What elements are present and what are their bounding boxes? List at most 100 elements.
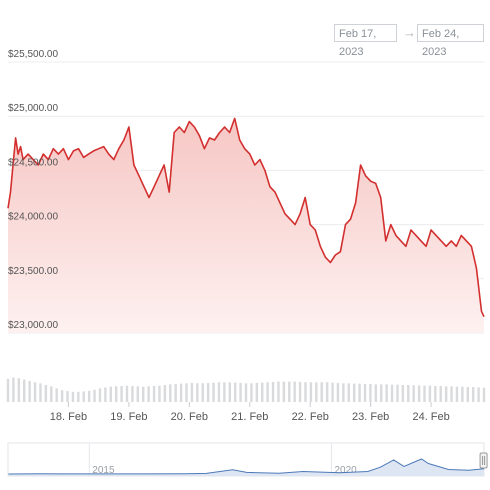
volume-bar	[60, 390, 64, 402]
volume-bar	[190, 382, 194, 402]
volume-bar	[434, 386, 437, 402]
volume-bar	[261, 382, 264, 402]
price-line[interactable]	[7, 117, 485, 318]
volume-bar	[77, 391, 80, 402]
volume-bar	[228, 382, 231, 402]
volume-bar	[417, 385, 421, 402]
volume-bar	[185, 383, 188, 402]
navigator-year-label: 2020	[334, 465, 357, 476]
range-arrow: →	[403, 25, 416, 40]
volume-bar	[12, 377, 15, 402]
volume-bar	[293, 381, 296, 402]
volume-bar	[98, 388, 102, 402]
x-tick-label: 24. Feb	[412, 411, 449, 423]
y-tick-label: $24,500.00	[8, 157, 58, 168]
range-from-input[interactable]: Feb 17, 2023	[334, 24, 397, 58]
volume-bar	[396, 384, 399, 402]
volume-bar	[152, 386, 156, 402]
y-axis-labels: $23,000.00 $23,500.00 $24,000.00 $24,500.00…	[8, 49, 58, 331]
x-tick-label: 23. Feb	[352, 411, 389, 423]
volume-bar	[304, 382, 307, 402]
volume-bar	[114, 386, 118, 402]
volume-bar	[163, 385, 167, 402]
volume-bar	[66, 391, 69, 402]
volume-bar	[390, 384, 394, 402]
y-tick-label: $24,000.00	[8, 212, 58, 223]
volume-bar	[363, 383, 367, 402]
volume-bar	[271, 381, 275, 402]
volume-bar	[33, 382, 37, 402]
volume-bar	[325, 382, 329, 402]
volume-bar	[255, 382, 259, 402]
volume-bar	[439, 386, 442, 402]
volume-bar	[250, 383, 253, 402]
x-tick-label: 18. Feb	[50, 411, 87, 423]
volume-bar	[320, 382, 323, 402]
volume-bar	[50, 386, 53, 402]
volume-bar	[358, 383, 361, 402]
volume-bar	[201, 383, 204, 402]
volume-bar	[266, 382, 269, 402]
navigator-year-label: 2015	[92, 465, 115, 476]
volume-bar	[407, 385, 410, 402]
x-tick-label: 21. Feb	[231, 411, 268, 423]
navigator-line	[8, 458, 485, 475]
volume-bar	[39, 383, 42, 402]
volume-bar	[104, 387, 107, 402]
volume-bar	[87, 390, 91, 402]
volume-bar	[444, 386, 448, 402]
volume-bar	[315, 382, 318, 402]
x-tick-label: 20. Feb	[171, 411, 208, 423]
volume-bar	[239, 382, 242, 402]
volume-bar	[282, 381, 286, 402]
volume-bar	[461, 386, 464, 402]
volume-bar	[212, 382, 215, 402]
volume-bar	[28, 380, 31, 402]
volume-bar	[428, 385, 432, 402]
price-area	[7, 117, 485, 334]
navigator[interactable]: 2015 2020	[7, 442, 488, 477]
volume-bars	[6, 377, 486, 402]
volume-bar	[55, 388, 58, 402]
volume-bar	[169, 384, 172, 402]
volume-bar	[142, 386, 145, 402]
navigator-handle[interactable]	[479, 452, 488, 469]
volume-bar	[223, 382, 226, 402]
x-tick-label: 22. Feb	[292, 411, 329, 423]
volume-bar	[374, 384, 378, 402]
volume-bar	[179, 383, 183, 402]
y-tick-label: $25,500.00	[8, 49, 58, 60]
volume-bar	[331, 382, 334, 402]
volume-bar	[288, 381, 291, 402]
volume-bar	[233, 382, 237, 402]
volume-bar	[6, 378, 10, 402]
volume-bar	[44, 385, 48, 402]
price-area-fill	[8, 118, 484, 334]
volume-bar	[412, 385, 415, 402]
volume-bar	[380, 384, 383, 402]
volume-bar	[385, 384, 388, 402]
volume-bar	[206, 382, 210, 402]
volume-bar	[352, 383, 356, 402]
volume-bar	[401, 385, 405, 402]
volume-bar	[244, 383, 248, 402]
volume-bar	[71, 391, 75, 402]
volume-bar	[423, 385, 426, 402]
volume-bar	[217, 382, 221, 402]
y-tick-label: $23,000.00	[8, 320, 58, 331]
volume-bar	[477, 387, 480, 402]
volume-bar	[82, 391, 85, 402]
volume-bar	[174, 383, 177, 402]
volume-bar	[471, 387, 475, 402]
y-tick-label: $25,000.00	[8, 103, 58, 114]
volume-bar	[450, 386, 453, 402]
range-to-input[interactable]: Feb 24, 2023	[417, 24, 484, 58]
volume-bar	[336, 382, 340, 402]
volume-bar	[482, 387, 486, 402]
volume-bar	[136, 386, 140, 402]
x-tick-label: 19. Feb	[110, 411, 147, 423]
volume-bar	[277, 381, 280, 402]
volume-bar	[109, 386, 112, 402]
volume-bar	[158, 385, 161, 402]
